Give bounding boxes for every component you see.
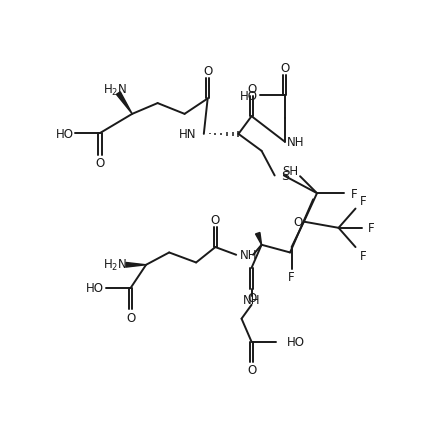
Text: O: O <box>203 65 212 78</box>
Text: O: O <box>126 311 135 324</box>
Text: H$_2$N: H$_2$N <box>103 258 127 273</box>
Text: HO: HO <box>55 127 74 140</box>
Text: F: F <box>360 249 366 262</box>
Text: S: S <box>281 169 289 183</box>
Text: O: O <box>293 216 302 229</box>
Text: F: F <box>351 187 357 200</box>
Text: O: O <box>95 157 104 169</box>
Text: H$_2$N: H$_2$N <box>103 83 127 98</box>
Text: HO: HO <box>287 335 305 348</box>
Text: HO: HO <box>86 282 104 295</box>
Text: F: F <box>360 194 366 207</box>
Text: HO: HO <box>240 90 258 103</box>
Text: O: O <box>280 62 289 75</box>
Text: O: O <box>211 213 220 226</box>
Text: O: O <box>247 83 256 96</box>
Polygon shape <box>255 233 262 245</box>
Text: F: F <box>288 270 295 283</box>
Text: O: O <box>247 291 256 304</box>
Text: NH: NH <box>287 136 304 149</box>
Text: HN: HN <box>179 128 196 141</box>
Polygon shape <box>116 92 132 114</box>
Text: F: F <box>368 222 374 235</box>
Text: NH: NH <box>240 249 258 262</box>
Text: O: O <box>247 363 256 376</box>
Polygon shape <box>126 263 146 267</box>
Text: SH: SH <box>282 164 298 177</box>
Text: NH: NH <box>243 293 260 306</box>
